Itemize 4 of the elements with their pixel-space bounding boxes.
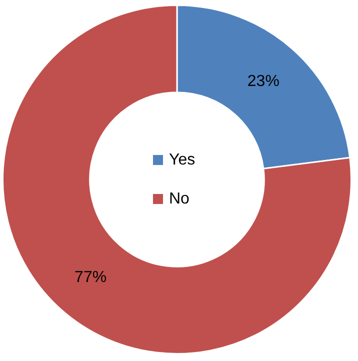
legend-label: No: [169, 190, 190, 208]
legend-label: Yes: [169, 151, 196, 168]
data-label: 23%: [247, 72, 280, 90]
data-label: 77%: [74, 268, 107, 286]
